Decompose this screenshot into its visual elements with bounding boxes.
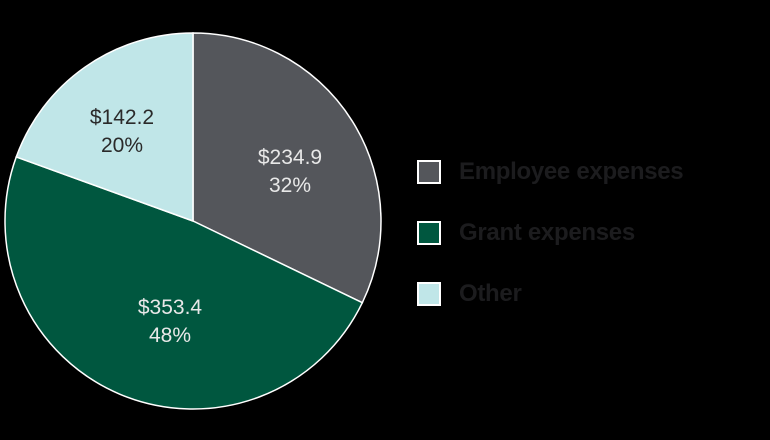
slice-label-employee: $234.9 32% (258, 144, 322, 200)
legend-item-other: Other (417, 280, 522, 308)
legend-swatch (417, 160, 441, 184)
legend-label: Employee expenses (459, 158, 684, 185)
slice-percent: 32% (268, 174, 312, 197)
legend-swatch (417, 282, 441, 306)
slice-percent: 48% (148, 324, 192, 347)
pie-slice-other (15, 32, 194, 223)
slice-percent: 20% (100, 134, 144, 157)
slice-value: $142.2 (89, 106, 155, 129)
legend-swatch (417, 221, 441, 245)
legend-item-grant: Grant expenses (417, 219, 635, 247)
legend-label: Other (459, 280, 522, 307)
slice-value: $234.9 (257, 146, 323, 169)
slice-label-grant: $353.4 48% (138, 294, 202, 350)
pie-slice-grant (4, 155, 364, 410)
legend-item-employee: Employee expenses (417, 158, 684, 186)
slice-value: $353.4 (137, 296, 203, 319)
pie-slice-employee (192, 32, 382, 304)
slice-label-other: $142.2 20% (90, 104, 154, 160)
legend-label: Grant expenses (459, 219, 635, 246)
